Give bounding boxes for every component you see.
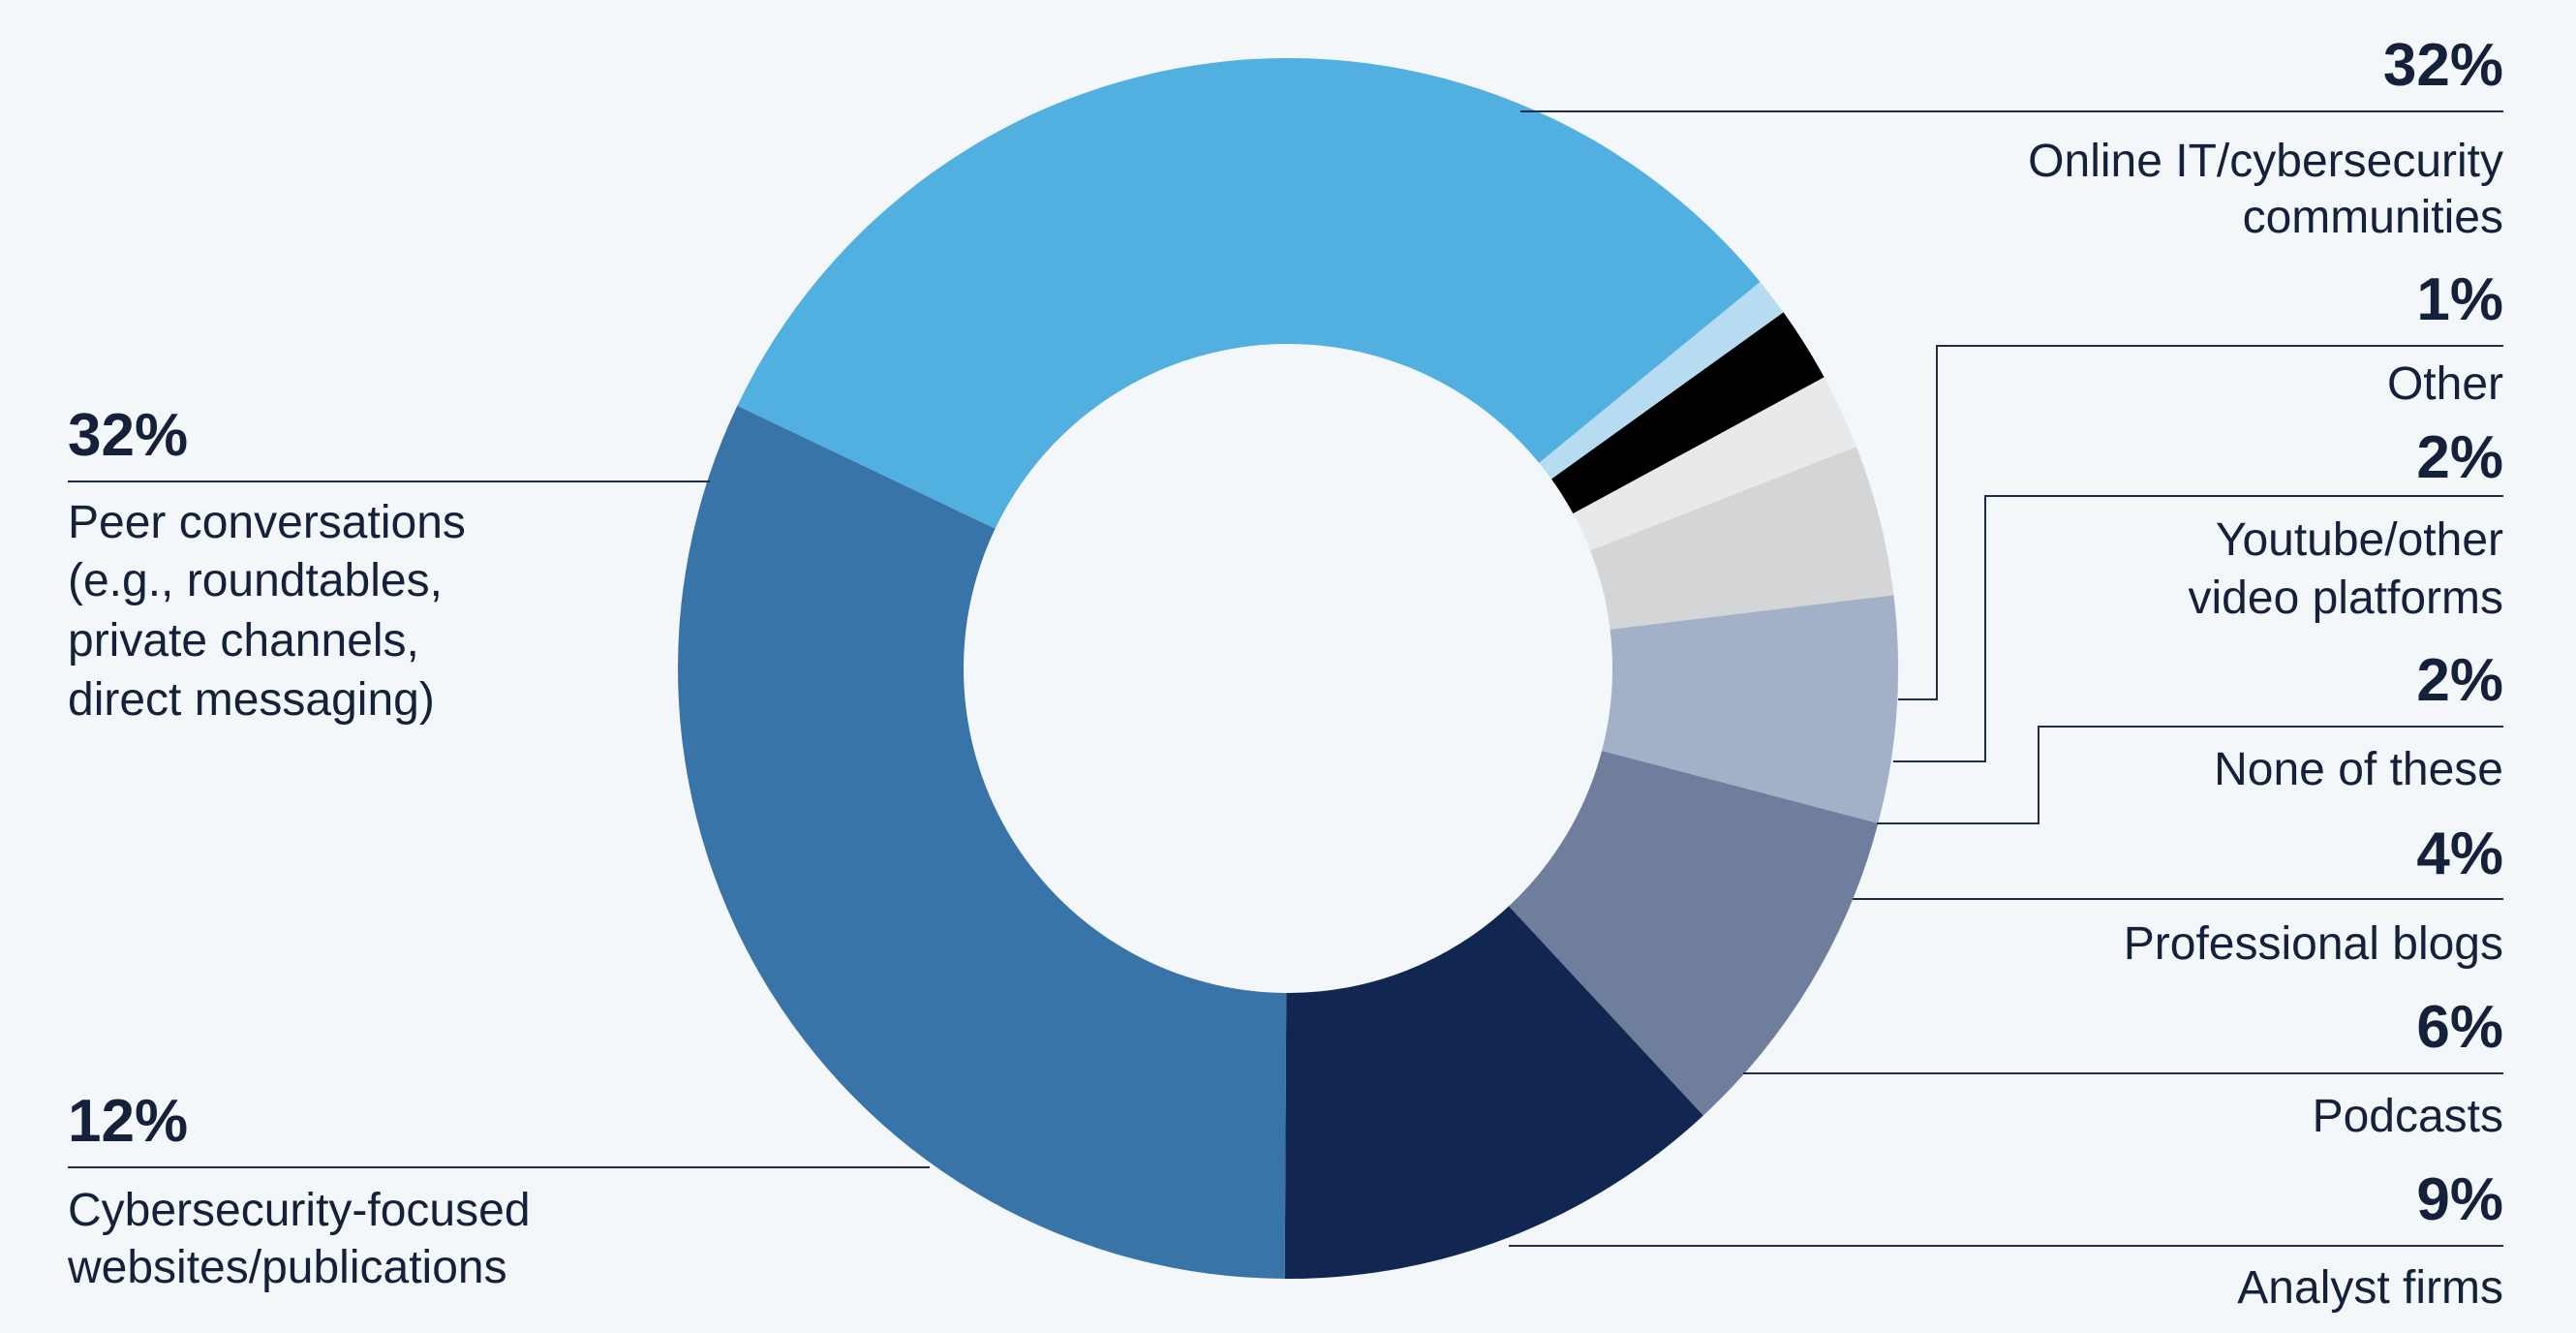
slice-0 [737,58,1761,529]
slice-5 [1602,595,1898,823]
leader-line-1 [1898,345,2503,700]
slice-1 [1539,281,1784,480]
slice-category-label-2-1: video platforms [2189,573,2503,624]
slice-percent-label-6: 9% [2416,1166,2503,1233]
slice-percent-label-7: 12% [68,1088,188,1155]
slice-4 [1590,447,1894,630]
leader-line-2 [1893,495,2503,762]
slice-percent-label-1: 1% [2416,266,2503,333]
slice-percent-label-2: 2% [2416,424,2503,491]
slice-category-label-6-0: Analyst firms [2237,1262,2503,1314]
slice-3 [1573,377,1856,551]
slice-category-label-7-0: Cybersecurity-focused [68,1185,531,1236]
slice-7 [1284,906,1703,1279]
slice-percent-label-5: 6% [2416,994,2503,1061]
slice-category-label-8-2: private channels, [68,615,419,666]
slice-category-label-8-3: direct messaging) [68,674,435,726]
slice-category-label-3-0: None of these [2214,744,2503,795]
slice-category-label-1-0: Other [2387,358,2503,410]
slice-8 [677,405,1287,1279]
slice-category-label-8-0: Peer conversations [68,497,466,548]
slice-percent-label-4: 4% [2416,821,2503,887]
slice-percent-label-0: 32% [2383,32,2503,99]
slice-category-label-2-0: Youtube/other [2216,514,2503,566]
slice-2 [1551,312,1825,514]
slice-category-label-7-1: websites/publications [67,1242,507,1293]
slice-category-label-5-0: Podcasts [2313,1091,2503,1142]
slice-percent-label-3: 2% [2416,647,2503,714]
leader-line-3 [1877,726,2503,824]
slices-group [677,58,1898,1279]
slice-percent-label-8: 32% [68,402,188,469]
slice-6 [1509,751,1879,1116]
slice-category-label-0-0: Online IT/cybersecurity [2028,136,2503,187]
slice-category-label-8-1: (e.g., roundtables, [68,555,443,606]
leader-lines-group [68,110,2503,1247]
slice-category-label-4-0: Professional blogs [2124,918,2503,970]
slice-category-label-0-1: communities [2243,192,2503,243]
